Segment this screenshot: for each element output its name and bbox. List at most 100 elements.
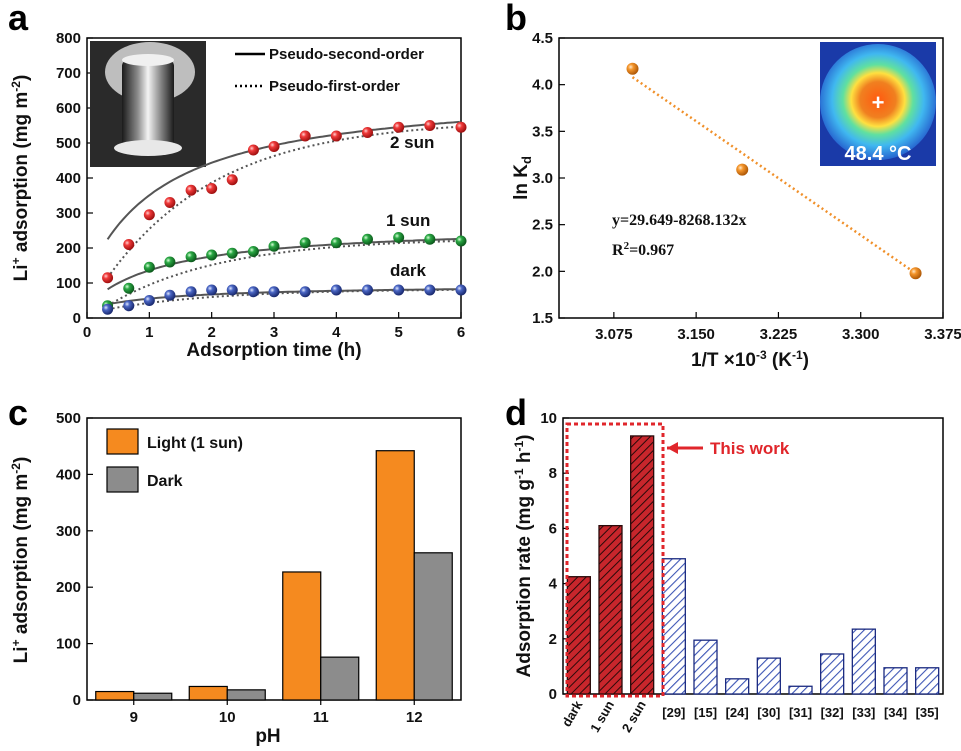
panel-a-chart: 0 1 2 3 4 5 6 0 100 200 300 400 500 600 700 800 Pseudo-… xyxy=(9,30,467,361)
fit-r2-value: =0.967 xyxy=(629,242,674,259)
rate-bar-24 xyxy=(725,678,750,695)
d-xtick-label: [29] xyxy=(662,705,685,720)
panel-a-ylabel-main: Li xyxy=(11,264,32,281)
point-2-sun xyxy=(393,121,405,133)
point-2-sun xyxy=(123,239,135,250)
fit-first-order-2-sun xyxy=(106,125,460,279)
bar-dark-ph12 xyxy=(413,552,453,701)
a-ytick-label: 600 xyxy=(56,100,81,117)
c-ytick-label: 400 xyxy=(56,466,81,483)
panel-c-ylabel-main: Li xyxy=(11,646,32,663)
rate-bar-2sun xyxy=(630,435,655,695)
label-1-sun: 1 sun xyxy=(386,211,430,230)
legend-light: Light (1 sun) xyxy=(147,435,243,452)
d-xtick-label: [31] xyxy=(789,705,812,720)
a-xtick-label: 2 xyxy=(207,324,215,341)
this-work-label: This work xyxy=(710,439,790,458)
panel-a-ylabel-sup: + xyxy=(9,257,23,264)
rate-bar-29 xyxy=(661,558,686,695)
rate-bar-1sun xyxy=(598,524,623,695)
point-1-sun xyxy=(123,282,135,294)
panel-d-frame xyxy=(562,417,944,695)
point-1-sun xyxy=(164,256,176,268)
point-1-sun xyxy=(185,251,197,263)
fit-r2-main: R xyxy=(612,242,624,259)
panel-b-xlabel-unit: (K xyxy=(767,350,793,371)
rate-bar-34 xyxy=(883,667,908,695)
a-ytick-label: 800 xyxy=(56,30,81,47)
panel-b-xlabel-main: 1/T ×10 xyxy=(691,350,756,371)
point-1-sun xyxy=(226,247,238,259)
fit-r2-sup: 2 xyxy=(624,240,630,252)
rate-bar-35 xyxy=(915,667,940,695)
legend-dark: Dark xyxy=(147,473,183,490)
b-ytick-label: 4.0 xyxy=(532,77,553,94)
b-xtick-label: 3.225 xyxy=(760,326,798,343)
fit-first-order-1-sun xyxy=(107,240,460,307)
point-dark xyxy=(330,284,342,296)
b-ytick-label: 1.5 xyxy=(532,310,553,327)
point-2-sun xyxy=(143,209,155,221)
this-work-highlight-box xyxy=(565,422,665,698)
d-ytick-label: 0 xyxy=(549,686,557,703)
panel-label-d: d xyxy=(505,392,527,433)
legend-light-swatch xyxy=(106,428,139,455)
lnkd-point xyxy=(909,267,922,280)
a-ytick-label: 200 xyxy=(56,240,81,257)
d-xtick-label: dark xyxy=(559,697,586,729)
point-2-sun xyxy=(424,120,436,131)
panel-b-ylabel: ln Kd xyxy=(511,156,534,200)
a-xtick-label: 5 xyxy=(394,324,402,341)
point-1-sun xyxy=(362,233,373,245)
b-ytick-label: 3.0 xyxy=(532,170,553,187)
c-xtick-label: 9 xyxy=(130,709,138,726)
point-2-sun xyxy=(299,130,311,142)
b-xtick-label: 3.150 xyxy=(677,326,715,343)
point-dark xyxy=(455,284,467,296)
a-ytick-label: 0 xyxy=(73,310,81,327)
panel-d-ylabel: Adsorption rate (mg g-1 h-1) xyxy=(512,434,535,677)
point-2-sun xyxy=(185,184,197,196)
c-xtick-label: 11 xyxy=(313,709,329,726)
b-ytick-label: 4.5 xyxy=(532,30,553,47)
point-dark xyxy=(143,295,155,306)
a-ytick-label: 400 xyxy=(56,170,81,187)
label-2-sun: 2 sun xyxy=(390,133,434,152)
panel-label-a: a xyxy=(8,0,29,38)
point-1-sun xyxy=(247,246,259,257)
c-ytick-label: 0 xyxy=(73,692,81,709)
d-ytick-label: 4 xyxy=(549,576,558,593)
panel-d-ylabel-main: Adsorption rate (mg g xyxy=(514,479,535,677)
panel-a-ylabel: Li+ adsorption (mg m-2) xyxy=(9,75,32,282)
panel-d-ylabel-mid: h xyxy=(514,451,535,468)
panel-c-xlabel: pH xyxy=(255,726,280,747)
point-dark xyxy=(226,284,238,296)
point-2-sun xyxy=(164,197,176,208)
b-ytick-label: 2.5 xyxy=(532,217,553,234)
panel-c-ylabel-unit-sup: -2 xyxy=(9,463,23,474)
linear-fit-line xyxy=(631,76,917,275)
d-ytick-label: 6 xyxy=(549,520,557,537)
legend-pseudo-first: Pseudo-first-order xyxy=(269,78,400,95)
a-xtick-label: 1 xyxy=(145,324,153,341)
bar-dark-ph11 xyxy=(320,656,360,701)
fit-second-order-dark xyxy=(107,288,460,306)
point-dark xyxy=(393,284,405,296)
panel-c-ylabel-close: ) xyxy=(11,457,32,463)
c-ytick-label: 300 xyxy=(56,523,81,540)
a-ytick-label: 500 xyxy=(56,135,81,152)
d-ytick-label: 2 xyxy=(549,631,557,648)
bar-light-ph9 xyxy=(95,690,135,701)
point-dark xyxy=(268,286,280,298)
d-xtick-label: [34] xyxy=(884,705,907,720)
legend-dark-swatch xyxy=(106,466,139,493)
a-ytick-label: 300 xyxy=(56,205,81,222)
rate-bar-15 xyxy=(693,639,718,695)
point-2-sun xyxy=(102,272,114,284)
panel-b-xlabel: 1/T ×10-3 (K-1) xyxy=(691,348,809,371)
a-ytick-label: 100 xyxy=(56,275,81,292)
d-ytick-label: 8 xyxy=(549,465,557,482)
point-1-sun xyxy=(330,237,342,249)
inset-temperature: 48.4 °C xyxy=(845,143,912,165)
